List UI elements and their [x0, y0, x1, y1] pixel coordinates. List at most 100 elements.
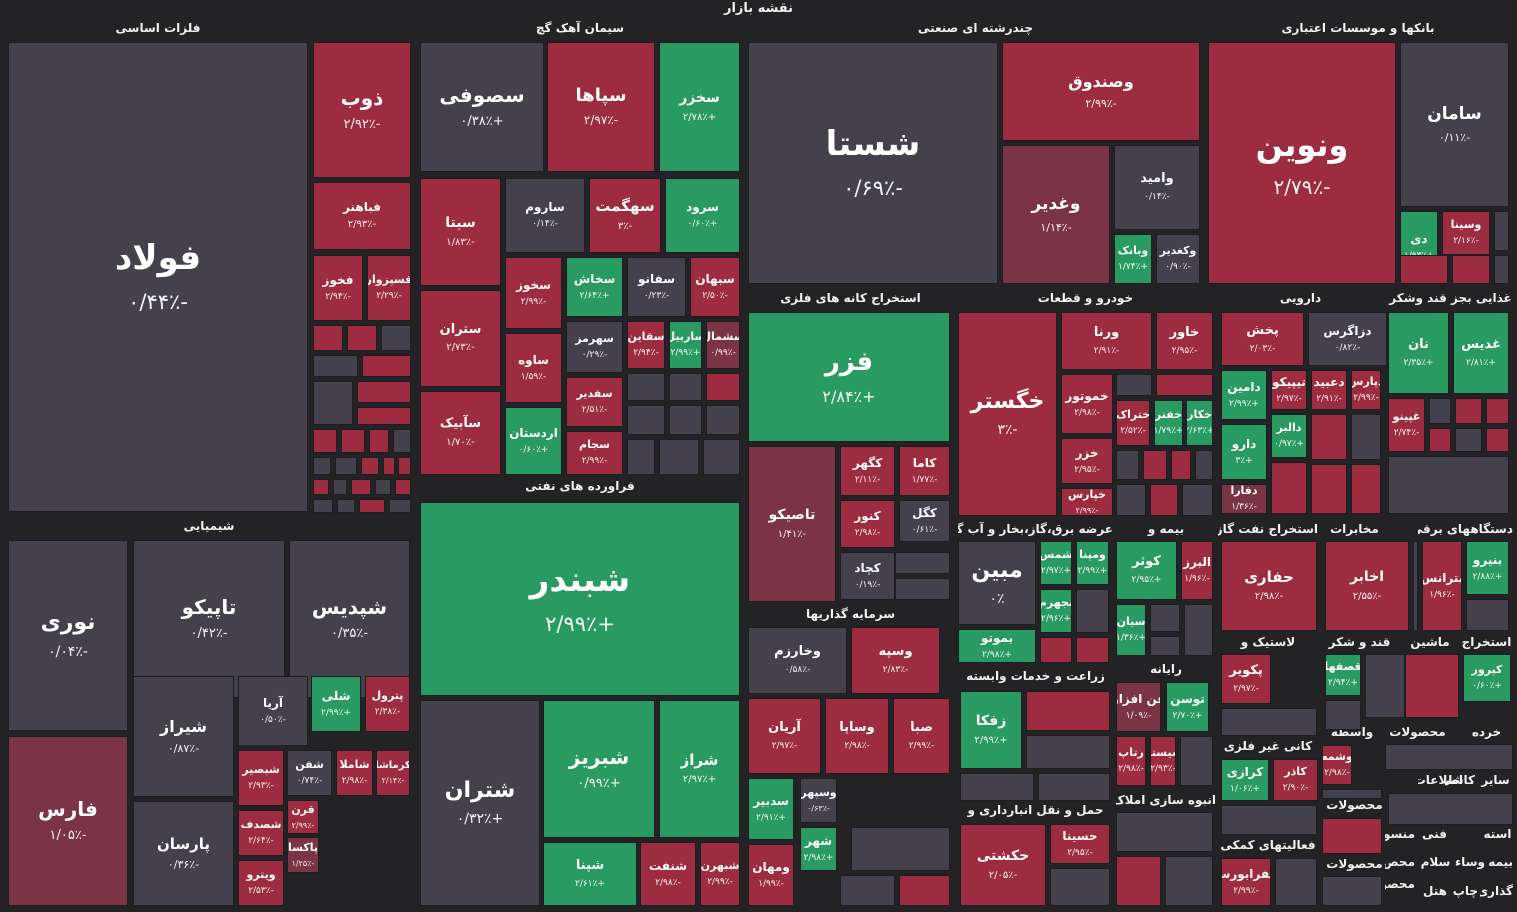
stock-tile[interactable]: حفاری -۲/۹۸٪	[1221, 541, 1317, 631]
stock-tile[interactable]: شبندر +۲/۹۹٪	[420, 502, 740, 696]
stock-tile[interactable]: سهگمت -۳٪	[589, 178, 661, 253]
small-stock-tile[interactable]	[1076, 637, 1109, 663]
stock-tile[interactable]: تاپیکو -۰/۴۲٪	[133, 540, 285, 698]
stock-tile[interactable]: ختراک -۲/۵۲٪	[1116, 400, 1150, 446]
stock-tile[interactable]: حکشتی -۲/۰۵٪	[960, 824, 1046, 906]
stock-tile[interactable]: کرازی +۱/۰۶٪	[1221, 759, 1269, 801]
small-stock-tile[interactable]	[1413, 541, 1418, 631]
small-stock-tile[interactable]	[369, 429, 389, 453]
stock-tile[interactable]: حفرابورس -۲/۹۹٪	[1221, 858, 1271, 906]
small-stock-tile[interactable]	[362, 355, 411, 377]
small-stock-tile[interactable]	[1184, 604, 1213, 656]
small-stock-tile[interactable]	[1165, 856, 1213, 906]
small-stock-tile[interactable]	[337, 499, 355, 513]
stock-tile[interactable]: ومهان -۱/۹۹٪	[748, 844, 794, 906]
small-stock-tile[interactable]	[1271, 462, 1307, 514]
stock-tile[interactable]: سپاها -۲/۹۷٪	[547, 42, 655, 172]
stock-tile[interactable]: شراز +۲/۹۷٪	[659, 700, 740, 838]
small-stock-tile[interactable]	[895, 578, 950, 600]
small-stock-tile[interactable]	[851, 827, 950, 871]
small-stock-tile[interactable]	[335, 457, 357, 475]
stock-tile[interactable]: خفنر +۱/۷۹٪	[1154, 400, 1183, 446]
small-stock-tile[interactable]	[313, 499, 333, 513]
stock-tile[interactable]: رتاپ -۲/۹۸٪	[1116, 736, 1146, 786]
stock-tile[interactable]: وساپا -۲/۹۸٪	[825, 698, 889, 774]
small-stock-tile[interactable]	[1452, 255, 1490, 284]
small-stock-tile[interactable]	[627, 405, 665, 435]
small-stock-tile[interactable]	[1275, 858, 1317, 906]
stock-tile[interactable]: دالبر +۰/۹۷٪	[1271, 414, 1307, 458]
small-stock-tile[interactable]	[1429, 428, 1451, 452]
stock-tile[interactable]: کاما -۱/۷۷٪	[899, 446, 950, 496]
stock-tile[interactable]: اردستان +۰/۶۰٪	[505, 407, 562, 475]
stock-tile[interactable]: کگهر -۲/۱۱٪	[840, 446, 895, 496]
stock-tile[interactable]: شلی +۲/۹۹٪	[311, 676, 361, 732]
small-stock-tile[interactable]	[1494, 255, 1509, 284]
stock-tile[interactable]: تیپیکو -۲/۹۷٪	[1271, 370, 1307, 410]
small-stock-tile[interactable]	[669, 373, 702, 401]
stock-tile[interactable]: خاور -۲/۹۵٪	[1156, 312, 1213, 370]
small-stock-tile[interactable]	[1365, 654, 1405, 718]
stock-tile[interactable]: سقاین -۲/۹۴٪	[627, 321, 665, 369]
small-stock-tile[interactable]	[895, 552, 950, 574]
stock-tile[interactable]: سیان +۱/۳۶٪	[1116, 604, 1146, 656]
small-stock-tile[interactable]	[333, 479, 347, 495]
small-stock-tile[interactable]	[1322, 818, 1382, 854]
stock-tile[interactable]: پارسان -۰/۳۶٪	[133, 801, 234, 906]
stock-tile[interactable]: ساروم -۰/۱۴٪	[505, 178, 585, 253]
small-stock-tile[interactable]	[1351, 414, 1381, 460]
stock-tile[interactable]: سشمال -۰/۹۹٪	[706, 321, 740, 369]
stock-tile[interactable]: سصوفی +۰/۳۸٪	[420, 42, 544, 172]
stock-tile[interactable]: غدیس +۲/۸۱٪	[1453, 312, 1509, 394]
small-stock-tile[interactable]	[383, 457, 395, 475]
stock-tile[interactable]: فارس -۱/۰۵٪	[8, 736, 128, 906]
small-stock-tile[interactable]	[1466, 599, 1509, 631]
stock-tile[interactable]: ساربیل +۲/۹۹٪	[669, 321, 702, 369]
small-stock-tile[interactable]	[1311, 464, 1347, 514]
small-stock-tile[interactable]	[1171, 450, 1191, 480]
stock-tile[interactable]: سرود +۰/۶۰٪	[665, 178, 740, 253]
small-stock-tile[interactable]	[1494, 211, 1509, 251]
small-stock-tile[interactable]	[1050, 868, 1110, 906]
stock-tile[interactable]: ذوب -۲/۹۲٪	[313, 42, 411, 178]
stock-tile[interactable]: نان +۲/۳۵٪	[1388, 312, 1449, 394]
small-stock-tile[interactable]	[706, 373, 740, 401]
small-stock-tile[interactable]	[393, 429, 411, 453]
stock-tile[interactable]: سآبیک -۱/۷۰٪	[420, 391, 501, 475]
stock-tile[interactable]: پکویر -۲/۹۷٪	[1221, 654, 1271, 704]
small-stock-tile[interactable]	[1322, 876, 1382, 906]
small-stock-tile[interactable]	[1405, 654, 1459, 718]
stock-tile[interactable]: فباهنر -۲/۹۳٪	[313, 182, 411, 250]
stock-tile[interactable]: البرز -۱/۹۶٪	[1181, 541, 1213, 600]
small-stock-tile[interactable]	[1429, 398, 1451, 424]
stock-tile[interactable]: ورنا -۲/۹۱٪	[1061, 312, 1152, 370]
stock-tile[interactable]: تاصیکو -۱/۴۱٪	[748, 446, 836, 602]
stock-tile[interactable]: ستران -۲/۷۳٪	[420, 290, 501, 387]
stock-tile[interactable]: خکار +۲/۶۳٪	[1186, 400, 1213, 446]
stock-tile[interactable]: وشمه -۲/۹۸٪	[1322, 745, 1352, 785]
small-stock-tile[interactable]	[627, 439, 655, 475]
stock-tile[interactable]: شبهرن -۲/۹۹٪	[700, 842, 740, 906]
small-stock-tile[interactable]	[1116, 450, 1139, 480]
stock-tile[interactable]: دزاگرس -۰/۸۲٪	[1308, 312, 1387, 366]
stock-tile[interactable]: وسپهر -۰/۶۳٪	[800, 778, 837, 823]
stock-tile[interactable]: شاملا -۲/۹۸٪	[336, 750, 373, 796]
stock-tile[interactable]: نوری -۰/۰۴٪	[8, 540, 128, 731]
small-stock-tile[interactable]	[395, 479, 411, 495]
stock-tile[interactable]: وخارزم -۰/۵۸٪	[748, 627, 847, 694]
small-stock-tile[interactable]	[375, 479, 391, 495]
stock-tile[interactable]: وکغدیر -۰/۹۰٪	[1156, 234, 1200, 284]
stock-tile[interactable]: وسینا -۲/۱۶٪	[1442, 211, 1490, 255]
stock-tile[interactable]: خموتور -۲/۹۸٪	[1061, 374, 1113, 434]
small-stock-tile[interactable]	[1026, 735, 1110, 769]
small-stock-tile[interactable]	[1486, 398, 1509, 424]
stock-tile[interactable]: سهرمز -۰/۲۹٪	[566, 321, 623, 373]
stock-tile[interactable]: دپارس -۲/۹۹٪	[1351, 370, 1381, 410]
stock-tile[interactable]: سخاش +۲/۶۴٪	[566, 257, 623, 317]
small-stock-tile[interactable]	[313, 325, 343, 351]
stock-tile[interactable]: کپرور +۰/۶۰٪	[1463, 654, 1511, 702]
stock-tile[interactable]: فولاد -۰/۴۴٪	[8, 42, 308, 512]
small-stock-tile[interactable]	[669, 405, 702, 435]
stock-tile[interactable]: وبانک +۱/۷۴٪	[1114, 234, 1152, 284]
stock-tile[interactable]: شستا -۰/۶۹٪	[748, 42, 998, 284]
